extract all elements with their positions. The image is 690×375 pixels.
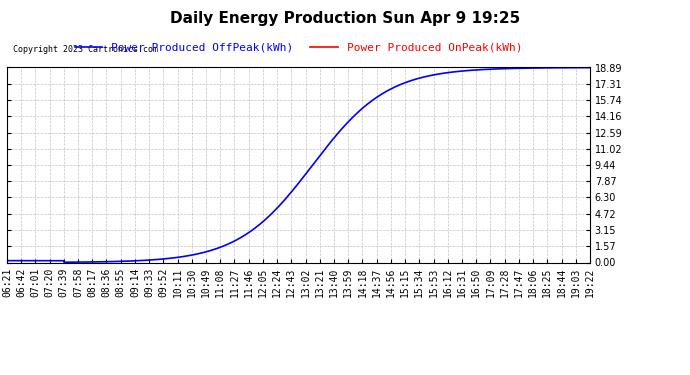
- Text: Daily Energy Production Sun Apr 9 19:25: Daily Energy Production Sun Apr 9 19:25: [170, 11, 520, 26]
- Text: Copyright 2023 Cartronics.com: Copyright 2023 Cartronics.com: [12, 45, 158, 54]
- Legend: Power Produced OffPeak(kWh), Power Produced OnPeak(kWh): Power Produced OffPeak(kWh), Power Produ…: [70, 38, 526, 57]
